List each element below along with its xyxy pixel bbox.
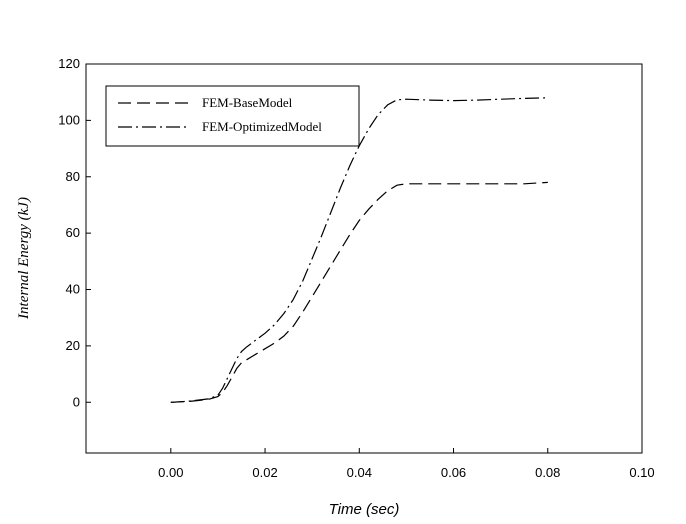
legend-label-fem-basemodel: FEM-BaseModel xyxy=(202,95,293,110)
y-tick-label: 80 xyxy=(66,169,80,184)
y-tick-label: 40 xyxy=(66,282,80,297)
legend-box xyxy=(105,85,360,147)
y-tick-label: 100 xyxy=(58,112,80,127)
legend-label-fem-optimizedmodel: FEM-OptimizedModel xyxy=(202,119,322,134)
y-tick-label: 0 xyxy=(73,394,80,409)
x-tick-label: 0.04 xyxy=(347,465,372,480)
y-axis-title: Internal Energy (kJ) xyxy=(16,197,32,320)
y-tick-label: 120 xyxy=(58,56,80,71)
plot-frame xyxy=(85,63,643,454)
y-tick-label: 60 xyxy=(66,225,80,240)
series-line-fem-basemodel xyxy=(170,181,548,403)
x-axis: 0.00 0.02 0.04 0.06 0.08 0.10 xyxy=(158,448,655,480)
x-tick-label: 0.06 xyxy=(441,465,466,480)
x-tick-label: 0.00 xyxy=(158,465,183,480)
series-line-fem-optimizedmodel xyxy=(170,97,548,403)
legend: FEM-BaseModel FEM-OptimizedModel xyxy=(105,85,360,147)
x-axis-title: Time (sec) xyxy=(329,501,400,518)
y-axis: 0 20 40 60 80 100 120 xyxy=(58,56,91,409)
x-tick-label: 0.02 xyxy=(252,465,277,480)
x-tick-label: 0.08 xyxy=(535,465,560,480)
x-tick-label: 0.10 xyxy=(629,465,654,480)
series-layer xyxy=(170,97,548,403)
y-tick-label: 20 xyxy=(66,338,80,353)
